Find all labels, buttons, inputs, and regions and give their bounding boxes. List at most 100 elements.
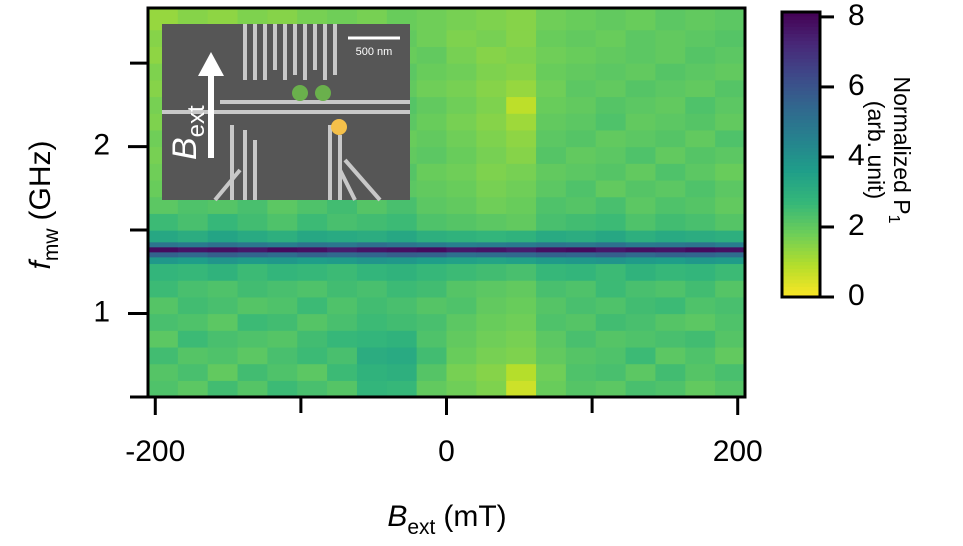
heatmap-cell	[685, 330, 716, 348]
colorbar-segment	[782, 165, 820, 170]
colorbar-segment	[782, 15, 820, 20]
heatmap-cell	[655, 163, 686, 181]
colorbar-segment	[782, 83, 820, 88]
heatmap-cell	[565, 29, 597, 47]
colorbar-segment	[782, 86, 820, 91]
heatmap-cell	[446, 163, 477, 181]
colorbar-segment	[782, 36, 820, 42]
colorbar-segment	[782, 72, 820, 77]
heatmap-cell	[536, 256, 567, 265]
heatmap-cell	[416, 146, 448, 164]
heatmap	[148, 8, 746, 398]
heatmap-cell	[237, 230, 268, 243]
y-label-main: f	[24, 259, 57, 270]
heatmap-cell	[416, 129, 448, 148]
colorbar-segment	[782, 254, 820, 259]
heatmap-cell	[625, 380, 657, 398]
heatmap-cell	[476, 363, 507, 381]
heatmap-cell	[267, 363, 298, 381]
colorbar-label-main: Normalized P	[889, 77, 915, 215]
colorbar-segment	[782, 69, 820, 74]
heatmap-cell	[685, 241, 716, 248]
colorbar-segment	[782, 79, 820, 84]
heatmap-cell	[536, 241, 567, 248]
heatmap-cell	[446, 179, 477, 198]
colorbar-segment	[782, 272, 820, 277]
heatmap-cell	[446, 63, 477, 81]
heatmap-cell	[536, 230, 567, 243]
heatmap-cell	[356, 256, 388, 265]
heatmap-cell	[685, 146, 716, 164]
colorbar-segment	[782, 172, 820, 177]
heatmap-cell	[148, 246, 179, 253]
heatmap-cell	[625, 346, 657, 365]
colorbar-segment	[782, 222, 820, 227]
heatmap-cell	[327, 263, 358, 281]
heatmap-cell	[148, 251, 179, 258]
colorbar-label: Normalized P1	[885, 77, 915, 224]
arrow-label-main: B	[166, 137, 204, 160]
heatmap-cell	[327, 196, 358, 214]
colorbar-segment	[782, 168, 820, 173]
heatmap-cell	[416, 29, 448, 47]
y-label-sub: mw	[40, 228, 63, 261]
heatmap-cell	[177, 251, 209, 258]
colorbar-segment	[782, 232, 820, 238]
heatmap-cell	[506, 313, 537, 331]
colorbar-segment	[782, 40, 820, 45]
heatmap-cell	[386, 330, 418, 348]
colorbar-segment	[782, 204, 820, 209]
heatmap-cell	[595, 263, 627, 281]
colorbar-segment	[782, 111, 820, 116]
colorbar-segment	[782, 197, 820, 202]
heatmap-cell	[625, 280, 657, 298]
heatmap-cell	[177, 313, 209, 331]
heatmap-cell	[595, 280, 627, 298]
heatmap-cell	[356, 380, 388, 398]
heatmap-cell	[177, 256, 209, 265]
heatmap-cell	[476, 280, 507, 298]
heatmap-cell	[148, 256, 179, 265]
heatmap-cell	[685, 29, 716, 47]
heatmap-cell	[685, 129, 716, 148]
heatmap-cell	[536, 96, 567, 114]
heatmap-cell	[386, 196, 418, 214]
colorbar-segment	[782, 150, 820, 156]
heatmap-cell	[177, 213, 209, 231]
heatmap-cell	[685, 196, 716, 214]
heatmap-cell	[715, 196, 746, 214]
heatmap-cell	[625, 230, 657, 243]
heatmap-cell	[506, 129, 537, 148]
heatmap-cell	[148, 313, 179, 331]
heatmap-cell	[655, 346, 686, 365]
heatmap-cell	[685, 230, 716, 243]
heatmap-cell	[536, 246, 567, 253]
heatmap-cell	[386, 313, 418, 331]
heatmap-cell	[625, 163, 657, 181]
heatmap-cell	[625, 79, 657, 98]
heatmap-cell	[297, 230, 328, 243]
colorbar-label-sub: 1	[885, 215, 902, 224]
heatmap-cell	[595, 46, 627, 64]
heatmap-cell	[506, 179, 537, 198]
heatmap-cell	[148, 241, 179, 248]
heatmap-cell	[715, 129, 746, 148]
heatmap-cell	[625, 146, 657, 164]
heatmap-cell	[416, 241, 448, 248]
heatmap-cell	[715, 96, 746, 114]
heatmap-cell	[685, 8, 716, 31]
heatmap-cell	[565, 46, 597, 64]
colorbar-segment	[782, 61, 820, 67]
heatmap-cell	[715, 296, 746, 315]
heatmap-cell	[476, 330, 507, 348]
heatmap-cell	[356, 251, 388, 258]
heatmap-cell	[655, 96, 686, 114]
heatmap-cell	[476, 146, 507, 164]
heatmap-cell	[267, 380, 298, 398]
heatmap-cell	[356, 196, 388, 214]
colorbar-segment	[782, 90, 820, 95]
heatmap-cell	[446, 230, 477, 243]
heatmap-cell	[595, 241, 627, 248]
heatmap-cell	[297, 296, 328, 315]
